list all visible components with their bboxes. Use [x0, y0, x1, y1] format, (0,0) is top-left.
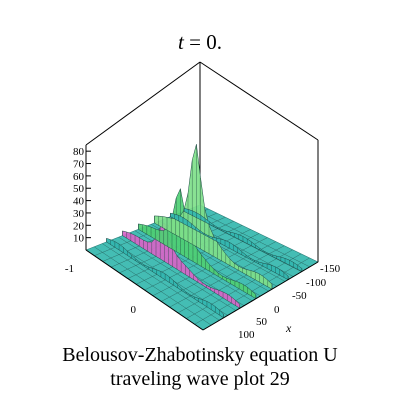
plot-title: t = 0.: [0, 30, 400, 55]
box-front-edges: [85, 140, 319, 331]
box-edge: [199, 61, 319, 141]
box-edge: [202, 261, 319, 331]
y-tick-label: 0: [131, 304, 137, 316]
box-edge: [85, 61, 201, 146]
x-tick-label: -50: [292, 290, 307, 302]
z-tick-label: 60: [73, 171, 85, 183]
z-tick-label: 10: [73, 233, 85, 245]
x-tick-label: 50: [256, 316, 268, 328]
wave-ridges: [106, 144, 303, 319]
z-tick-label: 30: [73, 208, 85, 220]
x-tick-label: 0: [274, 304, 280, 316]
x-tick-label: -150: [320, 263, 341, 275]
title-variable: t: [178, 30, 184, 54]
box-back-edges: [85, 61, 319, 205]
z-tick-label: 80: [73, 146, 85, 158]
x-axis-label: x: [285, 321, 292, 335]
grid-line: [161, 241, 276, 302]
z-tick-label: 50: [73, 183, 85, 195]
caption-line-1: Belousov-Zhabotinsky equation U: [62, 344, 338, 366]
box-edge: [85, 249, 204, 331]
z-tick-label: 40: [73, 196, 85, 208]
grid-line: [169, 245, 285, 308]
x-tick-label: 100: [238, 329, 255, 341]
grid-line: [191, 207, 310, 268]
y-axis: -1 0: [65, 263, 137, 316]
title-value: = 0.: [183, 30, 222, 54]
z-tick-label: 20: [73, 220, 85, 232]
caption-line-2: traveling wave plot 29: [110, 368, 290, 390]
y-tick-label: -1: [65, 263, 74, 275]
x-tick-label: -100: [306, 277, 327, 289]
figure-caption: Belousov-Zhabotinsky equation U travelin…: [0, 343, 400, 391]
z-tick-label: 70: [73, 159, 85, 171]
